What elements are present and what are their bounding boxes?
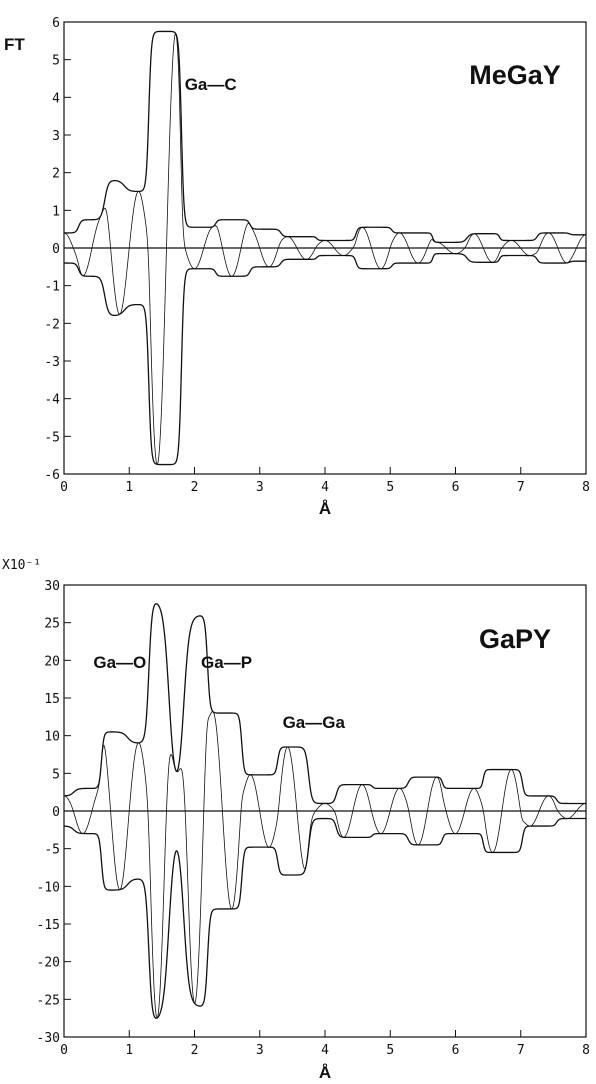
x-tick-label: 3 bbox=[256, 1043, 264, 1058]
y-tick-label: 6 bbox=[52, 16, 60, 31]
y-tick-label: 0 bbox=[52, 242, 60, 257]
y-tick-label: 20 bbox=[44, 654, 60, 669]
x-tick-label: 6 bbox=[452, 480, 460, 495]
magnitude-envelope-lower bbox=[63, 817, 586, 1019]
x-ticks: 0 1 2 3 4 5 6 7 8 bbox=[60, 467, 590, 495]
real-part-line bbox=[63, 711, 586, 1019]
y-multiplier-label: X10⁻¹ bbox=[2, 558, 41, 573]
y-ticks: 6 5 4 3 2 1 0 -1 -2 -3 -4 -5 -6 bbox=[44, 16, 71, 483]
x-tick-label: 8 bbox=[582, 1043, 590, 1058]
y-tick-label: 2 bbox=[52, 167, 60, 182]
y-tick-label: -6 bbox=[44, 468, 60, 483]
annotations: Ga—C bbox=[185, 75, 237, 94]
x-tick-label: 0 bbox=[60, 480, 68, 495]
x-tick-label: 8 bbox=[582, 480, 590, 495]
x-tick-label: 0 bbox=[60, 1043, 68, 1058]
megay-panel: 6 5 4 3 2 1 0 -1 -2 -3 -4 -5 -6 0 1 2 3 4 5 6 7 8 FT Å MeGaY… bbox=[4, 16, 590, 518]
y-tick-label: 25 bbox=[44, 617, 60, 632]
x-ticks: 0 1 2 3 4 5 6 7 8 bbox=[60, 1030, 590, 1058]
x-tick-label: 4 bbox=[321, 480, 329, 495]
x-tick-label: 7 bbox=[517, 480, 525, 495]
y-tick-label: -2 bbox=[44, 317, 60, 332]
panel-title: MeGaY bbox=[469, 60, 561, 90]
y-tick-label: -30 bbox=[37, 1031, 60, 1046]
magnitude-envelope-lower bbox=[64, 253, 586, 466]
x-tick-label: 6 bbox=[452, 1043, 460, 1058]
x-axis-label: Å bbox=[319, 499, 331, 518]
y-tick-label: 10 bbox=[44, 730, 60, 745]
y-tick-label: -3 bbox=[44, 355, 60, 370]
x-tick-label: 2 bbox=[191, 1043, 199, 1058]
x-tick-label: 7 bbox=[517, 1043, 525, 1058]
y-tick-label: 0 bbox=[52, 805, 60, 820]
y-tick-label: 30 bbox=[44, 579, 60, 594]
y-ticks: 30 25 20 15 10 5 0 -5 -10 -15 -20 -25 -30 bbox=[37, 579, 71, 1046]
x-tick-label: 5 bbox=[386, 1043, 394, 1058]
x-tick-label: 1 bbox=[125, 480, 133, 495]
y-tick-label: -1 bbox=[44, 280, 60, 295]
annotations: Ga—O Ga—P Ga—Ga bbox=[93, 653, 345, 732]
y-tick-label: 5 bbox=[52, 767, 60, 782]
y-tick-label: -4 bbox=[44, 393, 60, 408]
panel-title: GaPY bbox=[479, 624, 551, 654]
y-axis-label: FT bbox=[4, 35, 25, 54]
x-tick-label: 3 bbox=[256, 480, 264, 495]
y-tick-label: 3 bbox=[52, 129, 60, 144]
peak-annotation: Ga—Ga bbox=[283, 713, 346, 732]
x-tick-label: 2 bbox=[191, 480, 199, 495]
y-tick-label: -25 bbox=[37, 993, 60, 1008]
x-tick-label: 4 bbox=[321, 1043, 329, 1058]
x-axis-label: Å bbox=[319, 1063, 331, 1082]
x-tick-label: 5 bbox=[386, 480, 394, 495]
x-tick-label: 1 bbox=[125, 1043, 133, 1058]
peak-annotation: Ga—P bbox=[201, 653, 252, 672]
peak-annotation: Ga—C bbox=[185, 75, 237, 94]
ft-curves bbox=[63, 603, 586, 1019]
y-tick-label: 1 bbox=[52, 204, 60, 219]
y-tick-label: 4 bbox=[52, 91, 60, 106]
y-tick-label: -20 bbox=[37, 956, 60, 971]
y-tick-label: -5 bbox=[44, 430, 60, 445]
y-tick-label: 5 bbox=[52, 54, 60, 69]
y-tick-label: -15 bbox=[37, 918, 60, 933]
y-tick-label: 15 bbox=[44, 692, 60, 707]
y-tick-label: -10 bbox=[37, 880, 60, 895]
peak-annotation: Ga—O bbox=[93, 653, 146, 672]
y-tick-label: -5 bbox=[44, 843, 60, 858]
real-part-line bbox=[63, 32, 586, 465]
ft-curves bbox=[63, 30, 586, 466]
